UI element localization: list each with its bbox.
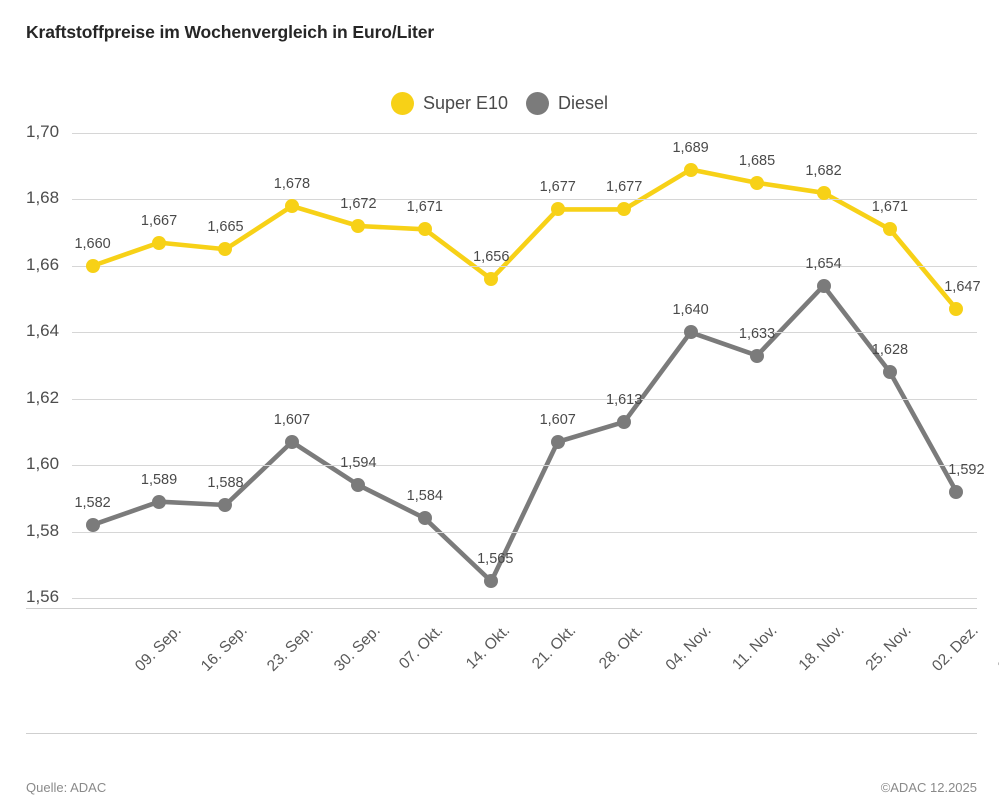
data-point[interactable] xyxy=(218,498,233,512)
data-point-label: 1,656 xyxy=(473,249,510,266)
data-point[interactable] xyxy=(484,272,499,287)
data-point-label: 1,665 xyxy=(207,219,244,236)
data-point[interactable] xyxy=(750,348,765,363)
data-point[interactable] xyxy=(816,278,831,293)
data-point[interactable] xyxy=(284,434,299,449)
source-note: Quelle: ADAC xyxy=(26,780,107,795)
legend-swatch-circle-icon xyxy=(526,92,550,115)
data-point[interactable] xyxy=(617,202,632,217)
data-point-label: 1,607 xyxy=(273,411,311,428)
y-axis-tick-label: 1,56 xyxy=(26,587,60,606)
data-point-label: 1,685 xyxy=(738,152,776,169)
data-point-label: 1,654 xyxy=(805,255,842,272)
gridline xyxy=(72,531,977,533)
legend-entry-super-e10[interactable]: Super E10 xyxy=(390,92,509,115)
y-axis-tick: 1,64 xyxy=(26,321,88,341)
data-point[interactable] xyxy=(85,517,100,532)
y-axis-tick: 1,58 xyxy=(26,521,88,541)
data-point[interactable] xyxy=(816,185,831,200)
y-axis-tick: 1,56 xyxy=(26,587,88,607)
data-point[interactable] xyxy=(484,574,499,589)
data-point-label: 1,660 xyxy=(74,235,111,252)
data-point[interactable] xyxy=(949,302,964,317)
y-axis-tick-label: 1,70 xyxy=(26,122,60,141)
data-point-label: 1,565 xyxy=(477,551,514,568)
data-point-label: 1,682 xyxy=(805,162,842,179)
data-point-label: 1,633 xyxy=(738,325,776,342)
data-point-label: 1,584 xyxy=(406,488,443,505)
data-point-label: 1,592 xyxy=(948,461,985,478)
data-point-label: 1,671 xyxy=(871,199,909,216)
data-point-label: 1,689 xyxy=(672,139,709,156)
y-axis-tick: 1,66 xyxy=(26,255,88,275)
y-axis-tick: 1,68 xyxy=(26,188,88,208)
chart-title: Kraftstoffpreise im Wochenvergleich in E… xyxy=(26,22,435,42)
data-point[interactable] xyxy=(284,199,299,214)
data-point[interactable] xyxy=(683,162,698,177)
data-point[interactable] xyxy=(683,325,698,340)
data-point[interactable] xyxy=(152,235,167,250)
data-point-label: 1,677 xyxy=(539,179,576,196)
chart-legend: Super E10 Diesel xyxy=(0,92,999,115)
y-axis-tick-label: 1,66 xyxy=(26,254,60,274)
data-point-label: 1,589 xyxy=(140,471,178,488)
data-point[interactable] xyxy=(949,484,964,499)
footer-rule xyxy=(26,733,977,734)
copyright-note: ©ADAC 12.2025 xyxy=(880,780,977,795)
data-point[interactable] xyxy=(351,478,366,493)
data-point-label: 1,672 xyxy=(340,196,377,212)
data-point-label: 1,647 xyxy=(944,279,981,296)
data-point-label: 1,667 xyxy=(140,212,178,229)
data-point-label: 1,594 xyxy=(340,455,377,472)
y-axis-tick: 1,60 xyxy=(26,454,88,474)
gridline xyxy=(72,133,977,134)
data-point[interactable] xyxy=(882,365,897,380)
data-point[interactable] xyxy=(617,414,632,429)
data-point-label: 1,671 xyxy=(406,199,443,216)
data-point-label: 1,640 xyxy=(672,302,709,319)
gridline xyxy=(72,265,977,267)
data-point[interactable] xyxy=(85,258,100,273)
series-line-diesel xyxy=(90,283,959,584)
series-line-super-e10 xyxy=(90,167,959,312)
y-axis-tick: 1,70 xyxy=(26,122,88,142)
data-point[interactable] xyxy=(152,494,167,509)
y-axis-tick-label: 1,64 xyxy=(26,321,60,341)
y-axis-tick-label: 1,58 xyxy=(26,520,60,540)
data-point-label: 1,588 xyxy=(207,475,244,491)
data-point-label: 1,613 xyxy=(606,391,643,408)
x-axis-rule xyxy=(26,608,977,609)
data-point-label: 1,628 xyxy=(871,342,909,359)
gridline xyxy=(72,465,977,467)
legend-swatch-circle-icon xyxy=(390,92,414,115)
gridline xyxy=(72,598,977,599)
legend-entry-diesel[interactable]: Diesel xyxy=(526,92,608,115)
data-point-label: 1,607 xyxy=(539,411,576,428)
data-point[interactable] xyxy=(417,511,432,526)
gridline xyxy=(72,398,977,400)
y-axis-tick-label: 1,62 xyxy=(26,387,60,407)
data-point[interactable] xyxy=(882,222,897,237)
legend-label: Super E10 xyxy=(422,93,509,113)
data-point-label: 1,677 xyxy=(606,179,643,196)
data-point[interactable] xyxy=(550,202,565,217)
gridline xyxy=(72,332,977,334)
gridline xyxy=(72,199,977,201)
data-point-label: 1,582 xyxy=(74,494,111,511)
data-point[interactable] xyxy=(417,222,432,237)
y-axis-tick: 1,62 xyxy=(26,388,88,408)
y-axis-tick-label: 1,60 xyxy=(26,454,60,474)
data-point[interactable] xyxy=(351,219,366,233)
data-point[interactable] xyxy=(218,242,233,257)
legend-label: Diesel xyxy=(558,93,609,113)
data-point[interactable] xyxy=(750,175,765,190)
data-point-label: 1,678 xyxy=(273,176,311,193)
data-point[interactable] xyxy=(550,434,565,449)
y-axis-tick-label: 1,68 xyxy=(26,188,60,208)
